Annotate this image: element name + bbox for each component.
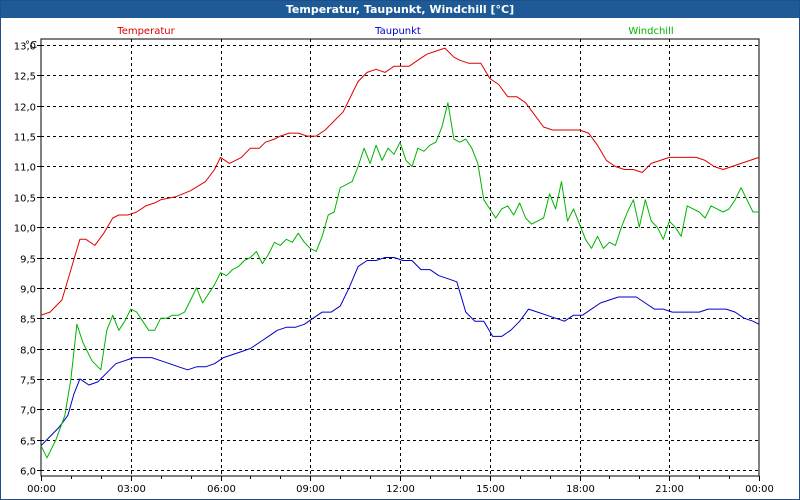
y-tick-label: 7,5 (20, 376, 36, 387)
chart-axes: 6,0 6,5 7,0 7,5 8,0 8,5 9,0 9,5 10,0 10,5 11,0 11,5… (14, 40, 774, 495)
x-tick-time-label: 03:00 (117, 484, 146, 495)
y-tick-label: 9,0 (20, 285, 36, 296)
window-title: Temperatur, Taupunkt, Windchill [°C] (1, 1, 799, 18)
series-line-windchill (40, 102, 759, 459)
y-axis-label: °C (25, 40, 37, 51)
x-tick-time-label: 21:00 (655, 484, 684, 495)
y-tick-label: 11,0 (14, 163, 36, 174)
y-tick-label: 10,0 (14, 224, 36, 235)
y-tick-label: 7,0 (20, 406, 36, 417)
legend-entry-taupunkt: Taupunkt (374, 26, 421, 37)
chart-canvas: 6,0 6,5 7,0 7,5 8,0 8,5 9,0 9,5 10,0 10,5 11,0 11,5… (14, 26, 774, 495)
y-tick-label: 6,5 (20, 437, 36, 448)
chart-legend: Temperatur Taupunkt Windchill (116, 26, 673, 37)
legend-entry-temperatur: Temperatur (116, 26, 175, 37)
legend-entry-windchill: Windchill (628, 26, 673, 37)
x-tick-time-label: 18:00 (566, 484, 595, 495)
y-tick-label: 11,5 (14, 133, 36, 144)
y-tick-label: 10,5 (14, 194, 36, 205)
series-line-taupunkt (40, 257, 760, 447)
x-tick-time-label: 00:00 (27, 484, 56, 495)
chart-grid (40, 38, 760, 477)
x-tick-time-label: 12:00 (386, 484, 415, 495)
y-tick-label: 8,5 (20, 315, 36, 326)
chart-series (40, 47, 760, 459)
x-tick-time-label: 09:00 (296, 484, 325, 495)
x-tick-time-label: 15:00 (476, 484, 505, 495)
x-tick-time-label: 00:00 (745, 484, 774, 495)
y-tick-label: 12,0 (14, 103, 36, 114)
y-tick-label: 8,0 (20, 346, 36, 357)
y-tick-label: 13,0 (14, 42, 36, 53)
y-tick-label: 6,0 (20, 467, 36, 478)
series-line-temperatur (40, 47, 760, 316)
y-tick-label: 12,5 (14, 72, 36, 83)
y-tick-label: 9,5 (20, 255, 36, 266)
x-tick-time-label: 06:00 (207, 484, 236, 495)
